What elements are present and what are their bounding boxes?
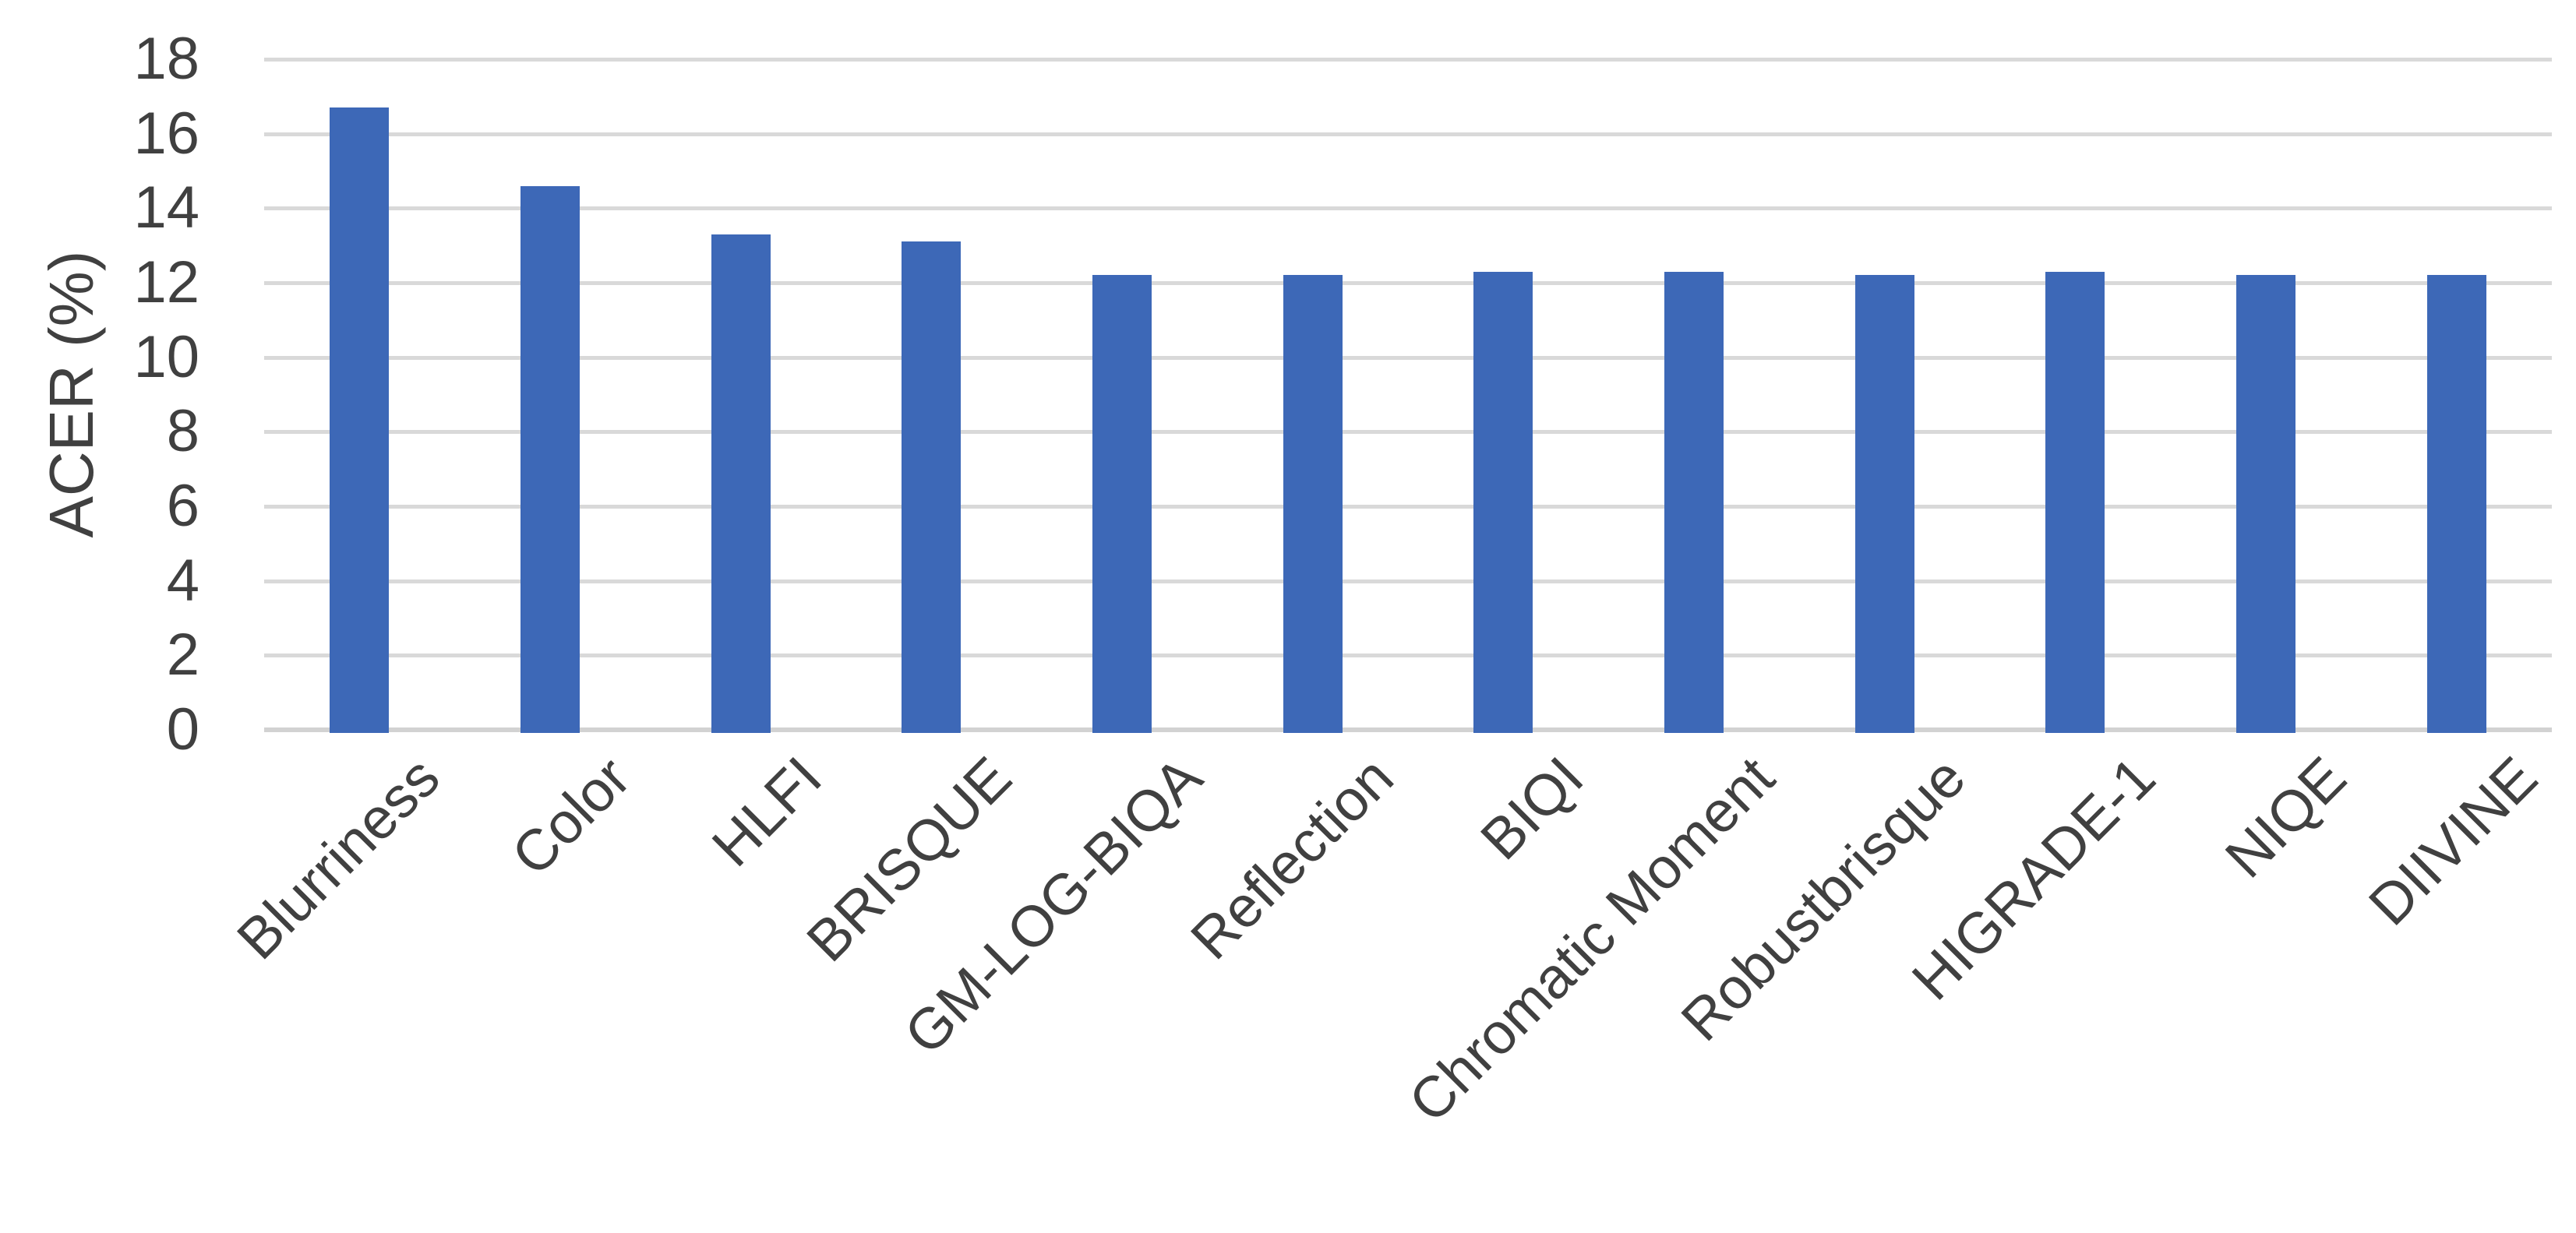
y-axis-title: ACER (%) [37, 250, 106, 538]
y-tick-label: 4 [166, 548, 199, 614]
bar-gm-log-biqa [1092, 275, 1152, 733]
bar-blurriness [330, 107, 389, 733]
y-tick-label: 16 [133, 100, 199, 167]
bar-chromatic-moment [1664, 272, 1724, 733]
x-category-label-niqe: NIQE [2212, 744, 2359, 890]
x-category-label-reflection: Reflection [1178, 744, 1406, 972]
bar-hlfi [711, 234, 771, 733]
gridline [264, 58, 2552, 62]
gridline [264, 430, 2552, 434]
x-category-label-chromatic-moment: Chromatic Moment [1396, 744, 1787, 1135]
gridline [264, 206, 2552, 210]
y-tick-label: 2 [166, 622, 199, 688]
y-tick-label: 14 [133, 174, 199, 241]
x-category-label-biqi: BIQI [1468, 744, 1596, 872]
x-category-label-blurriness: Blurriness [224, 744, 452, 972]
bar-brisque [902, 241, 961, 733]
bar-niqe [2236, 275, 2295, 733]
bar-color [520, 186, 580, 733]
gridline [264, 281, 2552, 285]
gridline [264, 356, 2552, 360]
gridline [264, 505, 2552, 509]
x-axis-line [264, 727, 2552, 732]
bar-robustbrisque [1855, 275, 1914, 733]
y-tick-label: 18 [133, 26, 199, 92]
x-category-label-color: Color [499, 744, 643, 888]
y-tick-label: 12 [133, 249, 199, 315]
bar-reflection [1283, 275, 1343, 733]
y-tick-label: 8 [166, 398, 199, 464]
x-category-label-diivine: DIIVINE [2355, 744, 2550, 938]
y-tick-label: 6 [166, 473, 199, 539]
y-tick-label: 10 [133, 324, 199, 390]
gridline [264, 653, 2552, 657]
y-tick-label: 0 [166, 696, 199, 763]
gridline [264, 580, 2552, 583]
gridline [264, 132, 2552, 136]
x-category-label-hlfi: HLFI [699, 744, 834, 879]
bar-diivine [2427, 275, 2486, 733]
bar-higrade-1 [2045, 272, 2105, 733]
bar-biqi [1473, 272, 1533, 733]
